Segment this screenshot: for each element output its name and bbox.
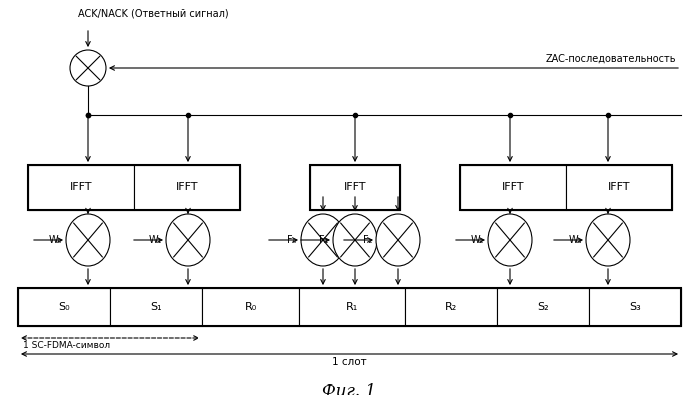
Bar [497,288,589,326]
Text: Фиг. 1: Фиг. 1 [322,383,377,395]
Bar [460,165,672,210]
Text: F₁: F₁ [319,235,329,245]
Ellipse shape [488,214,532,266]
Text: IFFT: IFFT [175,182,199,192]
Text: F₀: F₀ [287,235,297,245]
Bar [18,288,110,326]
Text: W₂: W₂ [470,235,484,245]
Text: W₀: W₀ [48,235,62,245]
Ellipse shape [166,214,210,266]
Bar [310,165,400,210]
Text: R₁: R₁ [346,302,358,312]
Bar [589,288,681,326]
Text: IFFT: IFFT [344,182,366,192]
Text: W₁: W₁ [148,235,162,245]
Text: S₀: S₀ [58,302,70,312]
Text: IFFT: IFFT [502,182,524,192]
Ellipse shape [70,50,106,86]
Text: 1 слот: 1 слот [332,357,367,367]
Text: R₂: R₂ [445,302,457,312]
Bar [566,165,672,210]
Text: R₀: R₀ [245,302,257,312]
Text: ACK/NACK (Ответный сигнал): ACK/NACK (Ответный сигнал) [78,8,229,18]
Bar [18,288,681,326]
Ellipse shape [66,214,110,266]
Text: F₂: F₂ [363,235,372,245]
Text: 1 SC-FDMA-символ: 1 SC-FDMA-символ [23,341,110,350]
Ellipse shape [333,214,377,266]
Bar [405,288,497,326]
Bar [28,165,240,210]
Text: IFFT: IFFT [70,182,92,192]
Text: S₂: S₂ [537,302,549,312]
Ellipse shape [376,214,420,266]
Bar [310,165,400,210]
Text: S₃: S₃ [629,302,641,312]
Bar [28,165,134,210]
Ellipse shape [586,214,630,266]
Bar [110,288,202,326]
Text: S₁: S₁ [150,302,162,312]
Text: W₃: W₃ [568,235,582,245]
Text: ZAC-последовательность: ZAC-последовательность [545,54,676,64]
Bar [299,288,405,326]
Ellipse shape [301,214,345,266]
Bar [134,165,240,210]
Bar [460,165,566,210]
Bar [202,288,299,326]
Text: IFFT: IFFT [607,182,630,192]
